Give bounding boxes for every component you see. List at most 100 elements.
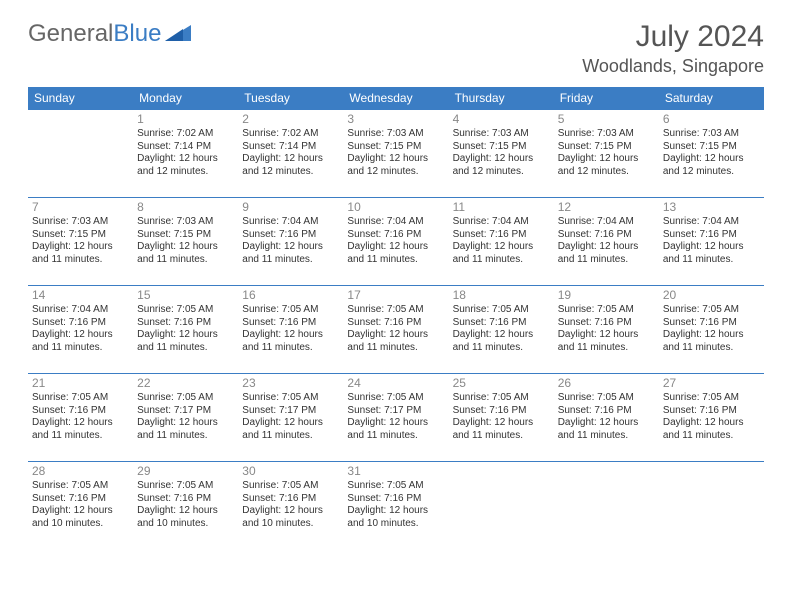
- sunset-text: Sunset: 7:17 PM: [137, 405, 234, 418]
- daylight-text: and 10 minutes.: [32, 518, 129, 531]
- sunrise-text: Sunrise: 7:05 AM: [32, 480, 129, 493]
- calendar-day-cell: 14Sunrise: 7:04 AMSunset: 7:16 PMDayligh…: [28, 286, 133, 374]
- day-number: 7: [32, 200, 129, 215]
- sunrise-text: Sunrise: 7:05 AM: [137, 304, 234, 317]
- sunrise-text: Sunrise: 7:05 AM: [137, 480, 234, 493]
- weekday-header: Saturday: [659, 87, 764, 110]
- day-number: 27: [663, 376, 760, 391]
- day-number: 23: [242, 376, 339, 391]
- daylight-text: Daylight: 12 hours: [453, 241, 550, 254]
- calendar-day-cell: 2Sunrise: 7:02 AMSunset: 7:14 PMDaylight…: [238, 110, 343, 198]
- calendar-week-row: 14Sunrise: 7:04 AMSunset: 7:16 PMDayligh…: [28, 286, 764, 374]
- daylight-text: Daylight: 12 hours: [558, 153, 655, 166]
- daylight-text: and 11 minutes.: [137, 342, 234, 355]
- calendar-body: 1Sunrise: 7:02 AMSunset: 7:14 PMDaylight…: [28, 110, 764, 550]
- day-number: 12: [558, 200, 655, 215]
- day-number: 8: [137, 200, 234, 215]
- header: GeneralBlue July 2024 Woodlands, Singapo…: [28, 20, 764, 77]
- daylight-text: and 11 minutes.: [32, 342, 129, 355]
- sunrise-text: Sunrise: 7:02 AM: [137, 128, 234, 141]
- sunrise-text: Sunrise: 7:03 AM: [558, 128, 655, 141]
- calendar-day-cell: 26Sunrise: 7:05 AMSunset: 7:16 PMDayligh…: [554, 374, 659, 462]
- day-number: 25: [453, 376, 550, 391]
- sunrise-text: Sunrise: 7:05 AM: [347, 480, 444, 493]
- daylight-text: Daylight: 12 hours: [137, 241, 234, 254]
- day-number: 11: [453, 200, 550, 215]
- sunset-text: Sunset: 7:15 PM: [558, 141, 655, 154]
- sunrise-text: Sunrise: 7:04 AM: [663, 216, 760, 229]
- daylight-text: and 11 minutes.: [663, 254, 760, 267]
- calendar-day-cell: 1Sunrise: 7:02 AMSunset: 7:14 PMDaylight…: [133, 110, 238, 198]
- daylight-text: and 11 minutes.: [137, 430, 234, 443]
- sunset-text: Sunset: 7:15 PM: [32, 229, 129, 242]
- daylight-text: Daylight: 12 hours: [32, 241, 129, 254]
- sunset-text: Sunset: 7:16 PM: [242, 229, 339, 242]
- sunset-text: Sunset: 7:16 PM: [453, 405, 550, 418]
- daylight-text: Daylight: 12 hours: [242, 241, 339, 254]
- sunrise-text: Sunrise: 7:05 AM: [558, 392, 655, 405]
- sunset-text: Sunset: 7:16 PM: [663, 317, 760, 330]
- calendar-day-cell: 28Sunrise: 7:05 AMSunset: 7:16 PMDayligh…: [28, 462, 133, 550]
- weekday-header: Tuesday: [238, 87, 343, 110]
- sunrise-text: Sunrise: 7:04 AM: [558, 216, 655, 229]
- calendar-day-cell: [449, 462, 554, 550]
- calendar-day-cell: 19Sunrise: 7:05 AMSunset: 7:16 PMDayligh…: [554, 286, 659, 374]
- day-number: 9: [242, 200, 339, 215]
- sunrise-text: Sunrise: 7:05 AM: [242, 304, 339, 317]
- daylight-text: Daylight: 12 hours: [558, 241, 655, 254]
- logo-text-2: Blue: [113, 20, 161, 48]
- sunrise-text: Sunrise: 7:05 AM: [453, 392, 550, 405]
- sunset-text: Sunset: 7:16 PM: [32, 405, 129, 418]
- sunrise-text: Sunrise: 7:05 AM: [347, 304, 444, 317]
- daylight-text: and 11 minutes.: [453, 430, 550, 443]
- daylight-text: Daylight: 12 hours: [347, 505, 444, 518]
- sunrise-text: Sunrise: 7:05 AM: [663, 392, 760, 405]
- daylight-text: and 11 minutes.: [558, 342, 655, 355]
- sunrise-text: Sunrise: 7:04 AM: [242, 216, 339, 229]
- day-number: 16: [242, 288, 339, 303]
- weekday-header: Wednesday: [343, 87, 448, 110]
- day-number: 4: [453, 112, 550, 127]
- daylight-text: Daylight: 12 hours: [347, 153, 444, 166]
- calendar-day-cell: 15Sunrise: 7:05 AMSunset: 7:16 PMDayligh…: [133, 286, 238, 374]
- daylight-text: and 11 minutes.: [242, 342, 339, 355]
- day-number: 13: [663, 200, 760, 215]
- calendar-week-row: 21Sunrise: 7:05 AMSunset: 7:16 PMDayligh…: [28, 374, 764, 462]
- calendar-head: SundayMondayTuesdayWednesdayThursdayFrid…: [28, 87, 764, 110]
- day-number: 29: [137, 464, 234, 479]
- daylight-text: Daylight: 12 hours: [32, 417, 129, 430]
- sunset-text: Sunset: 7:16 PM: [453, 317, 550, 330]
- calendar-day-cell: 4Sunrise: 7:03 AMSunset: 7:15 PMDaylight…: [449, 110, 554, 198]
- day-number: 6: [663, 112, 760, 127]
- calendar-day-cell: 21Sunrise: 7:05 AMSunset: 7:16 PMDayligh…: [28, 374, 133, 462]
- sunrise-text: Sunrise: 7:03 AM: [453, 128, 550, 141]
- calendar-day-cell: 3Sunrise: 7:03 AMSunset: 7:15 PMDaylight…: [343, 110, 448, 198]
- sunrise-text: Sunrise: 7:03 AM: [663, 128, 760, 141]
- weekday-header: Thursday: [449, 87, 554, 110]
- day-number: 10: [347, 200, 444, 215]
- daylight-text: and 11 minutes.: [347, 342, 444, 355]
- sunrise-text: Sunrise: 7:05 AM: [242, 480, 339, 493]
- sunrise-text: Sunrise: 7:05 AM: [347, 392, 444, 405]
- daylight-text: Daylight: 12 hours: [347, 241, 444, 254]
- daylight-text: and 10 minutes.: [242, 518, 339, 531]
- daylight-text: Daylight: 12 hours: [663, 241, 760, 254]
- daylight-text: and 12 minutes.: [137, 166, 234, 179]
- daylight-text: and 11 minutes.: [242, 254, 339, 267]
- daylight-text: Daylight: 12 hours: [32, 505, 129, 518]
- day-number: 3: [347, 112, 444, 127]
- calendar-day-cell: 9Sunrise: 7:04 AMSunset: 7:16 PMDaylight…: [238, 198, 343, 286]
- calendar-week-row: 28Sunrise: 7:05 AMSunset: 7:16 PMDayligh…: [28, 462, 764, 550]
- daylight-text: Daylight: 12 hours: [32, 329, 129, 342]
- daylight-text: and 10 minutes.: [347, 518, 444, 531]
- calendar-day-cell: 30Sunrise: 7:05 AMSunset: 7:16 PMDayligh…: [238, 462, 343, 550]
- day-number: 26: [558, 376, 655, 391]
- sunrise-text: Sunrise: 7:03 AM: [32, 216, 129, 229]
- weekday-header: Sunday: [28, 87, 133, 110]
- sunrise-text: Sunrise: 7:04 AM: [453, 216, 550, 229]
- sunrise-text: Sunrise: 7:02 AM: [242, 128, 339, 141]
- daylight-text: and 11 minutes.: [137, 254, 234, 267]
- day-number: 22: [137, 376, 234, 391]
- day-number: 20: [663, 288, 760, 303]
- daylight-text: and 11 minutes.: [663, 430, 760, 443]
